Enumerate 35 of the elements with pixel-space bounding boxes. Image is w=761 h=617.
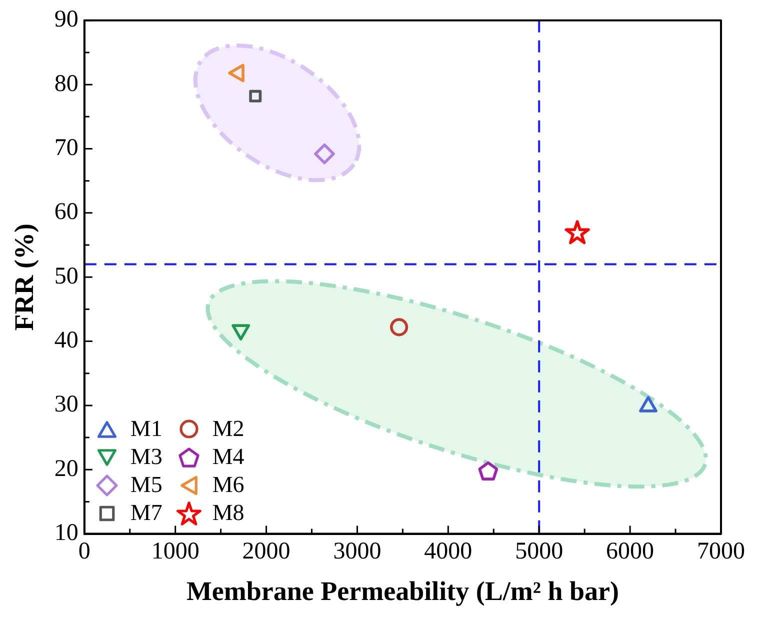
- point: [564, 220, 590, 244]
- point: [390, 318, 408, 336]
- legend-label: M4: [212, 444, 244, 470]
- point: [478, 461, 498, 480]
- legend-label: M7: [130, 500, 162, 526]
- y-tick-label: 10: [54, 520, 78, 546]
- legend-label: M1: [130, 416, 162, 442]
- y-tick-label: 20: [54, 456, 78, 482]
- point: [228, 64, 244, 82]
- legend-label: M3: [130, 444, 162, 470]
- x-tick-label: 2000: [242, 538, 290, 564]
- x-tick-label: 3000: [333, 538, 382, 564]
- x-tick-label: 4000: [424, 538, 472, 564]
- y-tick-label: 40: [54, 328, 78, 354]
- x-tick-label: 1000: [151, 538, 200, 564]
- point: [314, 143, 335, 164]
- legend-label: M6: [212, 472, 244, 498]
- legend-label: M8: [212, 500, 244, 526]
- point: [639, 396, 658, 412]
- x-axis-title: Membrane Permeability (L/m² h bar): [186, 576, 619, 606]
- x-tick-label: 5000: [515, 538, 564, 564]
- y-tick-label: 70: [54, 135, 78, 162]
- y-axis-title: FRR (%): [9, 223, 40, 331]
- y-tick-label: 50: [54, 263, 78, 290]
- y-tick-label: 30: [54, 392, 78, 418]
- y-tick-label: 80: [54, 70, 78, 97]
- y-tick-label: 90: [54, 6, 78, 33]
- point: [232, 324, 250, 340]
- legend-label: M5: [130, 472, 162, 498]
- legend-label: M2: [212, 416, 244, 442]
- x-tick-label: 6000: [606, 538, 654, 564]
- x-tick-label: 0: [78, 538, 90, 564]
- x-tick-label: 7000: [697, 538, 745, 564]
- point: [249, 90, 262, 102]
- y-tick-label: 60: [54, 199, 78, 226]
